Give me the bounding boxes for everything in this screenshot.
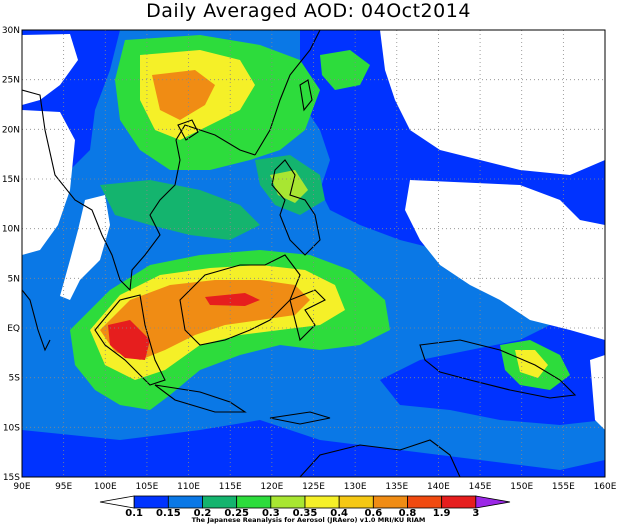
lat-tick-label: 5S: [9, 374, 21, 384]
lon-tick-label: 160E: [594, 482, 617, 492]
graticule: [22, 30, 605, 477]
aod-borneo-plume-red: [205, 293, 260, 306]
colorbar-label: 0.15: [156, 508, 181, 519]
lon-tick-label: 90E: [13, 482, 30, 492]
lat-tick-label: 15N: [2, 175, 20, 185]
lon-tick-label: 155E: [552, 482, 575, 492]
lat-tick-label: 30N: [2, 26, 20, 36]
aod-clear-region-tibet: [22, 34, 78, 105]
lat-tick-label: 10S: [3, 423, 20, 433]
aod-indochina-green: [100, 180, 260, 240]
colorbar-label: 0.4: [330, 508, 348, 519]
aod-clear-region-north-pacific: [380, 30, 605, 175]
aod-clear-region-east-pacific: [405, 180, 605, 340]
aod-clear-region-andaman: [60, 195, 110, 300]
lon-tick-label: 135E: [385, 482, 408, 492]
lat-tick-label: 5N: [8, 274, 20, 284]
aod-taiwan-green: [320, 50, 370, 90]
colorbar-swatch: [270, 495, 306, 509]
lon-tick-label: 110E: [177, 482, 200, 492]
colorbar-swatch: [236, 495, 272, 509]
latitude-tick-labels: 15S 10S 5S EQ 5N 10N 15N 20N 25N 30N: [2, 26, 20, 483]
aod-china-plume-orange: [152, 70, 215, 120]
colorbar-label: 1.9: [433, 508, 451, 519]
colorbar-label: 0.8: [399, 508, 417, 519]
coastline-java: [154, 384, 247, 413]
lon-tick-label: 95E: [55, 482, 72, 492]
map-title: Daily Averaged AOD: 04Oct2014: [146, 0, 471, 22]
aod-sumatra-plume-red: [108, 320, 150, 360]
colorbar-label: 0.1: [125, 508, 143, 519]
lon-tick-label: 100E: [94, 482, 117, 492]
lon-tick-label: 120E: [260, 482, 283, 492]
lat-tick-label: 25N: [2, 76, 20, 86]
lon-tick-label: 115E: [219, 482, 242, 492]
colorbar-swatch: [167, 495, 203, 509]
colorbar-swatch: [372, 495, 408, 509]
lat-tick-label: EQ: [7, 324, 20, 334]
aod-field: [22, 30, 605, 477]
lat-tick-label: 20N: [2, 125, 20, 135]
aod-clear-region-bay: [22, 110, 75, 255]
colorbar-swatch: [338, 495, 374, 509]
colorbar-label: 3: [472, 508, 479, 519]
colorbar: 0.1 0.15 0.2 0.25 0.3 0.35 0.4 0.6 0.8 1.9 3: [99, 495, 511, 519]
longitude-tick-labels: 90E 95E 100E 105E 110E 115E 120E 125E 130E 135E 14…: [13, 482, 616, 492]
lat-tick-label: 10N: [2, 225, 20, 235]
lon-tick-label: 130E: [344, 482, 367, 492]
colorbar-swatch: [441, 495, 477, 509]
coastline-china: [254, 30, 321, 156]
credit-text: The Japanese Reanalysis for Aerosol (JRA…: [191, 516, 426, 524]
colorbar-swatch: [133, 495, 169, 509]
colorbar-label: 0.3: [262, 508, 280, 519]
coastline-hainan: [177, 119, 199, 141]
plot-frame: [21, 29, 606, 478]
colorbar-swatch-low-arrow: [99, 495, 135, 509]
coastline-india: [22, 289, 51, 352]
lon-tick-label: 125E: [302, 482, 325, 492]
lon-tick-label: 105E: [135, 482, 158, 492]
coastline-timor: [269, 411, 331, 425]
lat-tick-label: 15S: [3, 473, 20, 483]
aod-clear-region-southeast: [590, 355, 605, 430]
colorbar-swatch-high-arrow: [475, 495, 511, 509]
coastline-sumatra: [94, 294, 166, 386]
colorbar-label: 0.6: [364, 508, 382, 519]
coastlines: [22, 30, 577, 477]
coastline-sulawesi: [289, 289, 326, 342]
colorbar-label: 0.25: [224, 508, 249, 519]
colorbar-swatch: [304, 495, 340, 509]
coastline-australia: [299, 439, 461, 477]
colorbar-label: 0.2: [194, 508, 212, 519]
lon-tick-label: 150E: [510, 482, 533, 492]
colorbar-swatch: [407, 495, 443, 509]
colorbar-swatch: [202, 495, 238, 509]
coastline-new-guinea: [419, 339, 577, 399]
aod-low-region-south: [22, 420, 605, 477]
lon-tick-label: 145E: [469, 482, 492, 492]
coastline-indochina: [22, 89, 256, 292]
lon-tick-label: 140E: [427, 482, 450, 492]
aod-philippines-yellow: [270, 170, 308, 203]
coastline-philippines: [271, 159, 321, 256]
coastline-taiwan: [299, 79, 313, 112]
colorbar-label: 0.35: [293, 508, 318, 519]
